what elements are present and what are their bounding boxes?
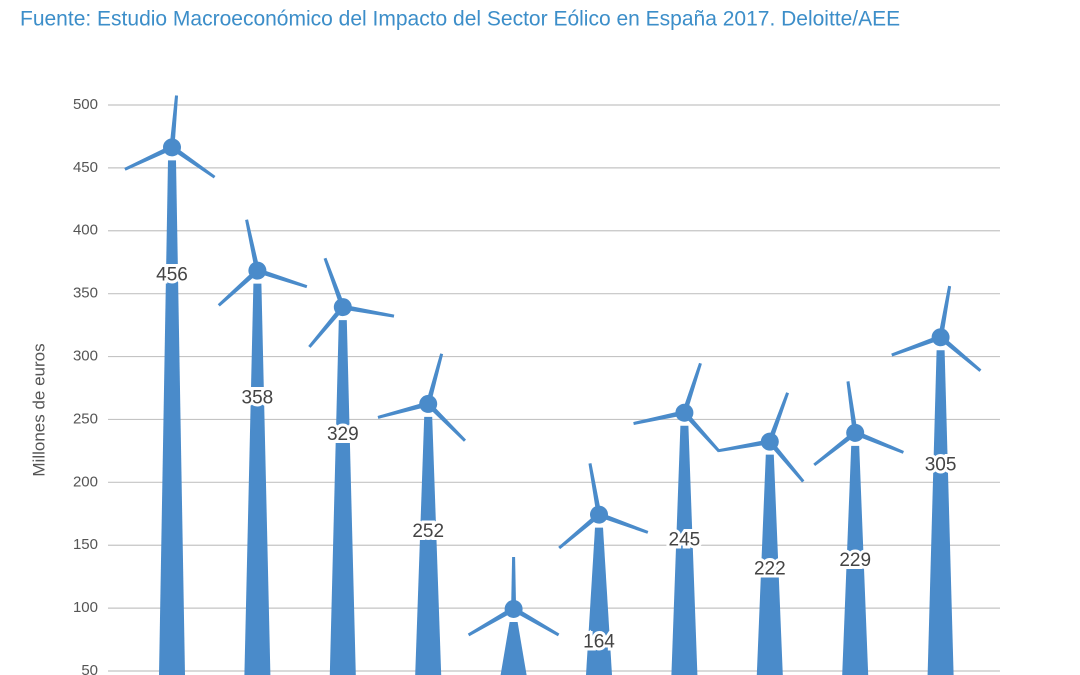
turbine-rotor <box>558 463 649 550</box>
turbine-hub <box>333 298 352 317</box>
turbine-hub <box>419 394 438 413</box>
turbine-blade <box>938 335 982 372</box>
turbine-blade <box>588 463 602 516</box>
turbine-blade <box>245 219 260 272</box>
turbine-blade <box>217 268 260 307</box>
turbine-blade <box>425 353 444 405</box>
turbine-rotor <box>718 392 805 483</box>
turbine-blade <box>682 411 721 453</box>
data-label: 329 <box>327 424 359 445</box>
turbine-blade <box>813 430 857 467</box>
turbine-hub <box>590 505 608 524</box>
turbine-tower <box>671 425 698 675</box>
turbine-rotor <box>124 95 216 179</box>
turbine-blade <box>558 512 601 550</box>
data-label: 222 <box>754 559 786 580</box>
turbine-tower <box>329 320 356 675</box>
turbine-hub <box>846 423 865 442</box>
turbine-tower <box>927 350 954 675</box>
y-tick-label: 300 <box>73 348 98 365</box>
turbine-blade <box>426 402 467 442</box>
turbine-tower <box>842 445 869 675</box>
y-tick-label: 450 <box>73 159 98 176</box>
turbine-rotor <box>891 285 982 372</box>
y-tick-label: 500 <box>73 96 98 113</box>
y-tick-label: 200 <box>73 473 98 490</box>
y-tick-label: 150 <box>73 536 98 553</box>
turbine-rotor <box>217 219 308 307</box>
turbine-blade <box>323 257 346 308</box>
turbine-rotor <box>633 362 721 453</box>
turbine-blade <box>767 440 805 483</box>
turbine-hub <box>163 138 181 157</box>
turbine-hub <box>760 432 779 451</box>
data-label: 456 <box>156 264 188 285</box>
data-label: 245 <box>669 530 701 551</box>
turbine-tower <box>586 527 612 675</box>
data-label: 164 <box>583 632 615 653</box>
turbine-rotor <box>467 556 560 637</box>
y-tick-label: 350 <box>73 285 98 302</box>
turbine-blade <box>512 606 560 637</box>
turbine-blade <box>467 606 515 637</box>
data-label: 252 <box>412 521 444 542</box>
turbine-blade <box>169 95 179 148</box>
y-tick-label: 100 <box>73 599 98 616</box>
turbine-tower <box>756 454 783 675</box>
turbine-blade <box>308 305 345 348</box>
turbine-blade <box>377 401 429 419</box>
turbine-tower <box>415 416 442 675</box>
turbine-blade <box>891 334 942 357</box>
turbine-hub <box>675 403 694 422</box>
data-label: 358 <box>242 388 274 409</box>
turbine-blade <box>682 362 702 414</box>
turbine-blade <box>511 556 517 609</box>
turbine-blade <box>342 304 395 318</box>
turbine-blade <box>767 392 789 443</box>
turbine-tower <box>159 160 185 675</box>
turbine-blade <box>124 145 174 171</box>
turbine-rotor <box>813 381 904 467</box>
y-axis-label: Millones de euros <box>29 343 48 476</box>
data-label: 229 <box>839 550 871 571</box>
turbine-blade <box>170 145 216 179</box>
turbine-blade <box>718 439 771 453</box>
turbine-blade <box>938 285 952 338</box>
turbine-tower <box>244 283 271 675</box>
turbine-blade <box>854 430 904 454</box>
turbine-tower <box>500 621 527 675</box>
turbine-hub <box>248 261 267 280</box>
turbine-hub <box>504 599 523 618</box>
turbine-rotor <box>377 353 467 442</box>
y-tick-label: 50 <box>81 662 98 675</box>
turbine-blade <box>598 512 649 534</box>
turbine-hub <box>931 328 950 347</box>
y-tick-label: 250 <box>73 410 98 427</box>
chart-title: Fuente: Estudio Macroeconómico del Impac… <box>20 8 900 31</box>
y-tick-label: 400 <box>73 222 98 239</box>
turbine-blade <box>256 268 308 289</box>
turbine-rotor <box>308 257 395 348</box>
turbine-blade <box>846 381 858 434</box>
data-label: 305 <box>925 454 957 475</box>
turbine-blade <box>633 410 685 426</box>
